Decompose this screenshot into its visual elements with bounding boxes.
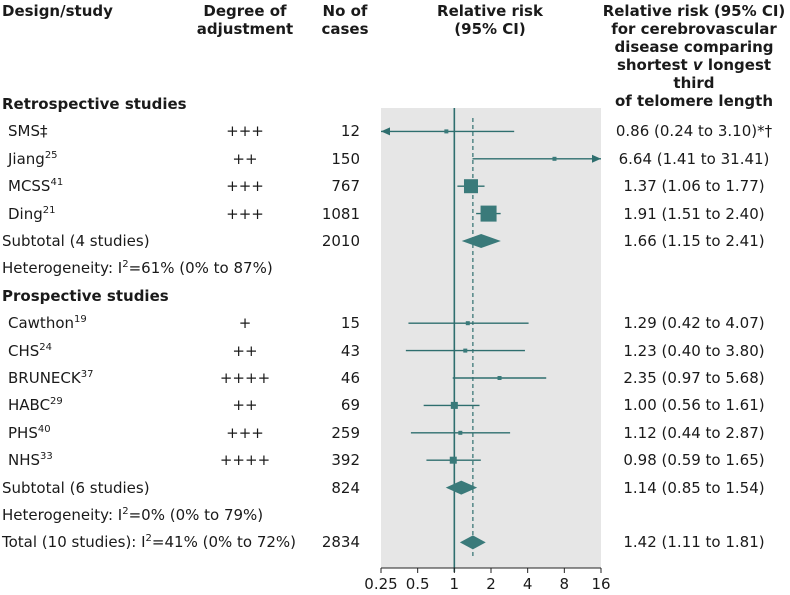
- cases-value: 767: [331, 177, 360, 196]
- point-estimate-square: [458, 430, 463, 435]
- cases-value: 2834: [321, 533, 360, 552]
- cases-value: 150: [331, 149, 360, 168]
- study-name: PHS40: [8, 423, 51, 442]
- header-adjustment: Degree of adjustment: [190, 2, 300, 38]
- cases-value: 46: [340, 369, 360, 387]
- header-rr-text-line: Relative risk (95% CI): [602, 2, 786, 20]
- adjustment-value: +++: [226, 204, 264, 223]
- x-tick-label: 1: [449, 575, 460, 593]
- point-estimate-square: [552, 156, 557, 161]
- header-rr-text-line: disease comparing: [614, 38, 774, 56]
- adjustment-value: +: [238, 314, 252, 333]
- adjustment-value: ++++: [219, 369, 271, 387]
- header-rr-text-line: shortest v longest third: [616, 56, 772, 92]
- cases-value: 15: [340, 314, 360, 333]
- x-tick-label: 4: [522, 575, 533, 593]
- study-name: MCSS41: [8, 177, 64, 196]
- rr-text: 1.66 (1.15 to 2.41): [623, 232, 765, 250]
- adjustment-value: ++: [232, 396, 258, 415]
- cases-value: 2010: [321, 232, 360, 250]
- rr-text: 0.98 (0.59 to 1.65): [623, 451, 765, 470]
- cases-value: 43: [340, 341, 360, 360]
- study-name: Ding21: [8, 204, 56, 223]
- plot-panel: [381, 108, 601, 568]
- header-cases: No of cases: [310, 2, 380, 38]
- header-relative-risk-line: (95% CI): [454, 20, 526, 38]
- study-name: SMS‡: [8, 122, 48, 141]
- rr-text: 1.91 (1.51 to 2.40): [623, 204, 765, 223]
- subtotal-label: Subtotal (4 studies): [2, 232, 150, 250]
- point-estimate-square: [480, 205, 497, 222]
- ci-arrow-right: [592, 154, 601, 163]
- header-rr-text: Relative risk (95% CI) for cerebrovascula…: [596, 2, 790, 110]
- rr-text: 6.64 (1.41 to 31.41): [618, 149, 770, 168]
- pooled-diamond: [459, 535, 486, 550]
- x-tick-label: 0.25: [364, 575, 398, 593]
- header-rr-text-line: of telomere length: [614, 92, 774, 110]
- point-estimate-square: [463, 179, 478, 194]
- header-adjustment-line: Degree of: [203, 2, 287, 20]
- rr-text: 1.37 (1.06 to 1.77): [623, 177, 765, 196]
- point-estimate-square: [465, 321, 470, 326]
- header-adjustment-line: adjustment: [196, 20, 294, 38]
- study-name: HABC29: [8, 396, 63, 415]
- rr-text: 1.29 (0.42 to 4.07): [623, 314, 765, 333]
- header-design: Design/study: [2, 2, 113, 20]
- rr-text: 1.23 (0.40 to 3.80): [623, 341, 765, 360]
- adjustment-value: +++: [226, 177, 264, 196]
- rr-text: 1.00 (0.56 to 1.61): [623, 396, 765, 415]
- cases-value: 824: [331, 478, 360, 497]
- rr-text: 0.86 (0.24 to 3.10)*†: [615, 122, 773, 141]
- point-estimate-square: [463, 348, 468, 353]
- adjustment-value: ++: [232, 341, 258, 360]
- point-estimate-square: [450, 401, 458, 409]
- total-label: Total (10 studies): I2=41% (0% to 72%): [2, 533, 297, 552]
- study-name: Cawthon19: [8, 314, 87, 333]
- adjustment-value: +++: [226, 423, 264, 442]
- header-relative-risk-line: Relative risk: [437, 2, 543, 20]
- section-label: Retrospective studies: [2, 95, 187, 113]
- section-label: Prospective studies: [2, 286, 169, 305]
- header-cases-line: cases: [321, 20, 369, 38]
- header-relative-risk: Relative risk (95% CI): [400, 2, 580, 38]
- subtotal-label: Subtotal (6 studies): [2, 478, 150, 497]
- rr-text: 2.35 (0.97 to 5.68): [623, 369, 765, 387]
- ci-arrow-left: [381, 127, 390, 136]
- adjustment-value: ++++: [219, 451, 271, 470]
- header-cases-line: No of: [322, 2, 368, 20]
- rr-text: 1.14 (0.85 to 1.54): [623, 478, 765, 497]
- point-estimate-square: [497, 376, 502, 380]
- study-name: BRUNECK37: [8, 369, 94, 387]
- rr-text: 1.42 (1.11 to 1.81): [623, 533, 765, 552]
- study-name: NHS33: [8, 451, 53, 470]
- cases-value: 259: [331, 423, 360, 442]
- cases-value: 1081: [321, 204, 360, 223]
- adjustment-value: ++: [232, 149, 258, 168]
- heterogeneity-label: Heterogeneity: I2=61% (0% to 87%): [2, 259, 273, 278]
- rr-text: 1.12 (0.44 to 2.87): [623, 423, 765, 442]
- cases-value: 12: [340, 122, 360, 141]
- header-rr-text-line: for cerebrovascular: [611, 20, 777, 38]
- header-design-line: Design/study: [2, 2, 113, 20]
- cases-value: 392: [331, 451, 360, 470]
- pooled-diamond: [445, 480, 478, 495]
- point-estimate-square: [444, 129, 449, 134]
- heterogeneity-label: Heterogeneity: I2=0% (0% to 79%): [2, 506, 264, 524]
- adjustment-value: +++: [226, 122, 264, 141]
- x-tick-label: 2: [486, 575, 496, 593]
- x-tick-label: 0.5: [405, 575, 430, 593]
- cases-value: 69: [340, 396, 360, 415]
- pooled-diamond: [461, 234, 501, 248]
- study-name: Jiang25: [8, 149, 58, 168]
- study-name: CHS24: [8, 341, 53, 360]
- x-tick-label: 8: [559, 575, 570, 593]
- x-tick-label: 16: [591, 575, 611, 593]
- point-estimate-square: [449, 456, 457, 464]
